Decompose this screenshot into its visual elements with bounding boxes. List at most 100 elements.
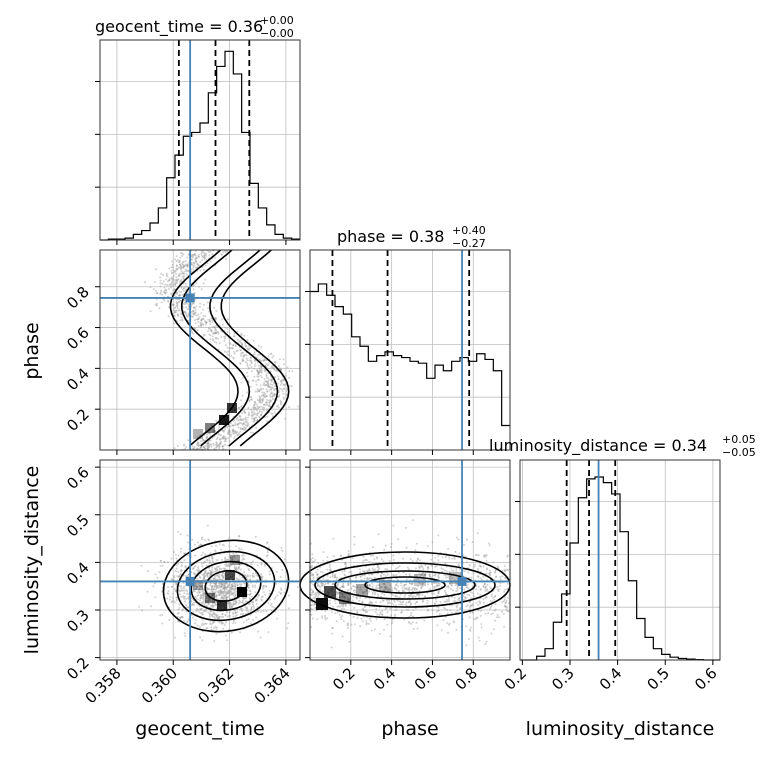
scatter-point (447, 547, 450, 550)
scatter-point (187, 270, 190, 273)
scatter-point (421, 565, 424, 568)
scatter-point (204, 609, 207, 611)
scatter-point (186, 606, 189, 608)
scatter-point (445, 598, 448, 601)
scatter-point (209, 573, 212, 575)
scatter-point (173, 288, 176, 291)
scatter-point (474, 554, 477, 556)
scatter-point (319, 570, 322, 573)
scatter-point (253, 406, 256, 409)
scatter-point (479, 588, 482, 591)
scatter-point (175, 291, 178, 294)
scatter-point (174, 306, 177, 309)
scatter-point (434, 603, 437, 606)
scatter-point (206, 575, 209, 578)
scatter-point (213, 640, 216, 643)
scatter-point (220, 434, 222, 437)
scatter-point (205, 258, 208, 261)
scatter-point (253, 400, 256, 403)
scatter-point (503, 625, 506, 628)
scatter-point (166, 592, 169, 595)
scatter-point (234, 602, 237, 605)
scatter-point (224, 584, 227, 587)
scatter-point (210, 329, 213, 332)
scatter-point (180, 570, 182, 573)
scatter-point (386, 623, 389, 626)
scatter-point (501, 600, 504, 603)
scatter-point (237, 433, 240, 436)
scatter-point (203, 595, 205, 598)
scatter-point (175, 279, 178, 281)
scatter-point (202, 439, 205, 442)
scatter-point (203, 278, 206, 281)
scatter-point (198, 305, 201, 308)
scatter-point (235, 569, 238, 572)
scatter-point (235, 568, 237, 571)
scatter-point (236, 584, 239, 587)
scatter-point (433, 586, 435, 589)
scatter-point (152, 585, 155, 588)
scatter-point (228, 429, 230, 431)
scatter-point (205, 322, 208, 325)
scatter-point (448, 622, 451, 625)
scatter-point (216, 445, 219, 448)
scatter-point (194, 554, 197, 557)
scatter-point (197, 566, 200, 569)
title-geocent-time-sub: −0.00 (260, 27, 294, 40)
x-tick-label: 0.6 (411, 664, 441, 694)
scatter-point (214, 329, 217, 332)
scatter-point (456, 603, 459, 606)
scatter-point (243, 423, 246, 426)
scatter-point (167, 299, 170, 302)
scatter-point (173, 309, 176, 312)
scatter-point (314, 596, 317, 599)
scatter-point (210, 604, 213, 607)
scatter-point (394, 595, 397, 598)
scatter-point (228, 595, 231, 597)
scatter-point (224, 582, 227, 585)
scatter-point (203, 446, 206, 449)
scatter-point (436, 594, 439, 597)
scatter-point (482, 601, 485, 604)
scatter-point (196, 598, 199, 601)
scatter-point (215, 442, 218, 445)
scatter-point (249, 396, 252, 399)
scatter-point (360, 617, 363, 620)
scatter-point (178, 590, 181, 593)
scatter-point (186, 621, 189, 624)
scatter-point (260, 610, 262, 613)
scatter-point (279, 368, 282, 371)
scatter-point (255, 380, 258, 383)
scatter-point (386, 602, 389, 605)
scatter-point (193, 307, 196, 310)
scatter-point (184, 260, 187, 263)
scatter-point (176, 612, 179, 615)
scatter-point (273, 367, 275, 370)
scatter-point (214, 331, 217, 334)
scatter-point (224, 443, 226, 446)
scatter-point (203, 560, 206, 563)
x-tick-label: 0.362 (194, 664, 237, 707)
scatter-point (153, 582, 156, 585)
scatter-point (180, 272, 183, 275)
scatter-point (212, 627, 215, 630)
scatter-point (484, 597, 487, 600)
scatter-point (457, 538, 460, 541)
scatter-point (455, 536, 458, 539)
scatter-point (218, 342, 221, 344)
scatter-point (191, 603, 194, 605)
scatter-point (172, 277, 174, 280)
scatter-point (250, 366, 253, 369)
scatter-point (200, 446, 203, 449)
scatter-point (232, 613, 235, 616)
scatter-point (218, 575, 221, 578)
scatter-point (177, 314, 179, 317)
scatter-point (273, 393, 276, 396)
scatter-point (210, 610, 213, 613)
scatter-point (247, 349, 250, 351)
scatter-point (241, 554, 244, 557)
scatter-point (173, 636, 176, 639)
scatter-point (193, 264, 196, 267)
scatter-point (432, 561, 435, 564)
scatter-point (238, 574, 241, 577)
